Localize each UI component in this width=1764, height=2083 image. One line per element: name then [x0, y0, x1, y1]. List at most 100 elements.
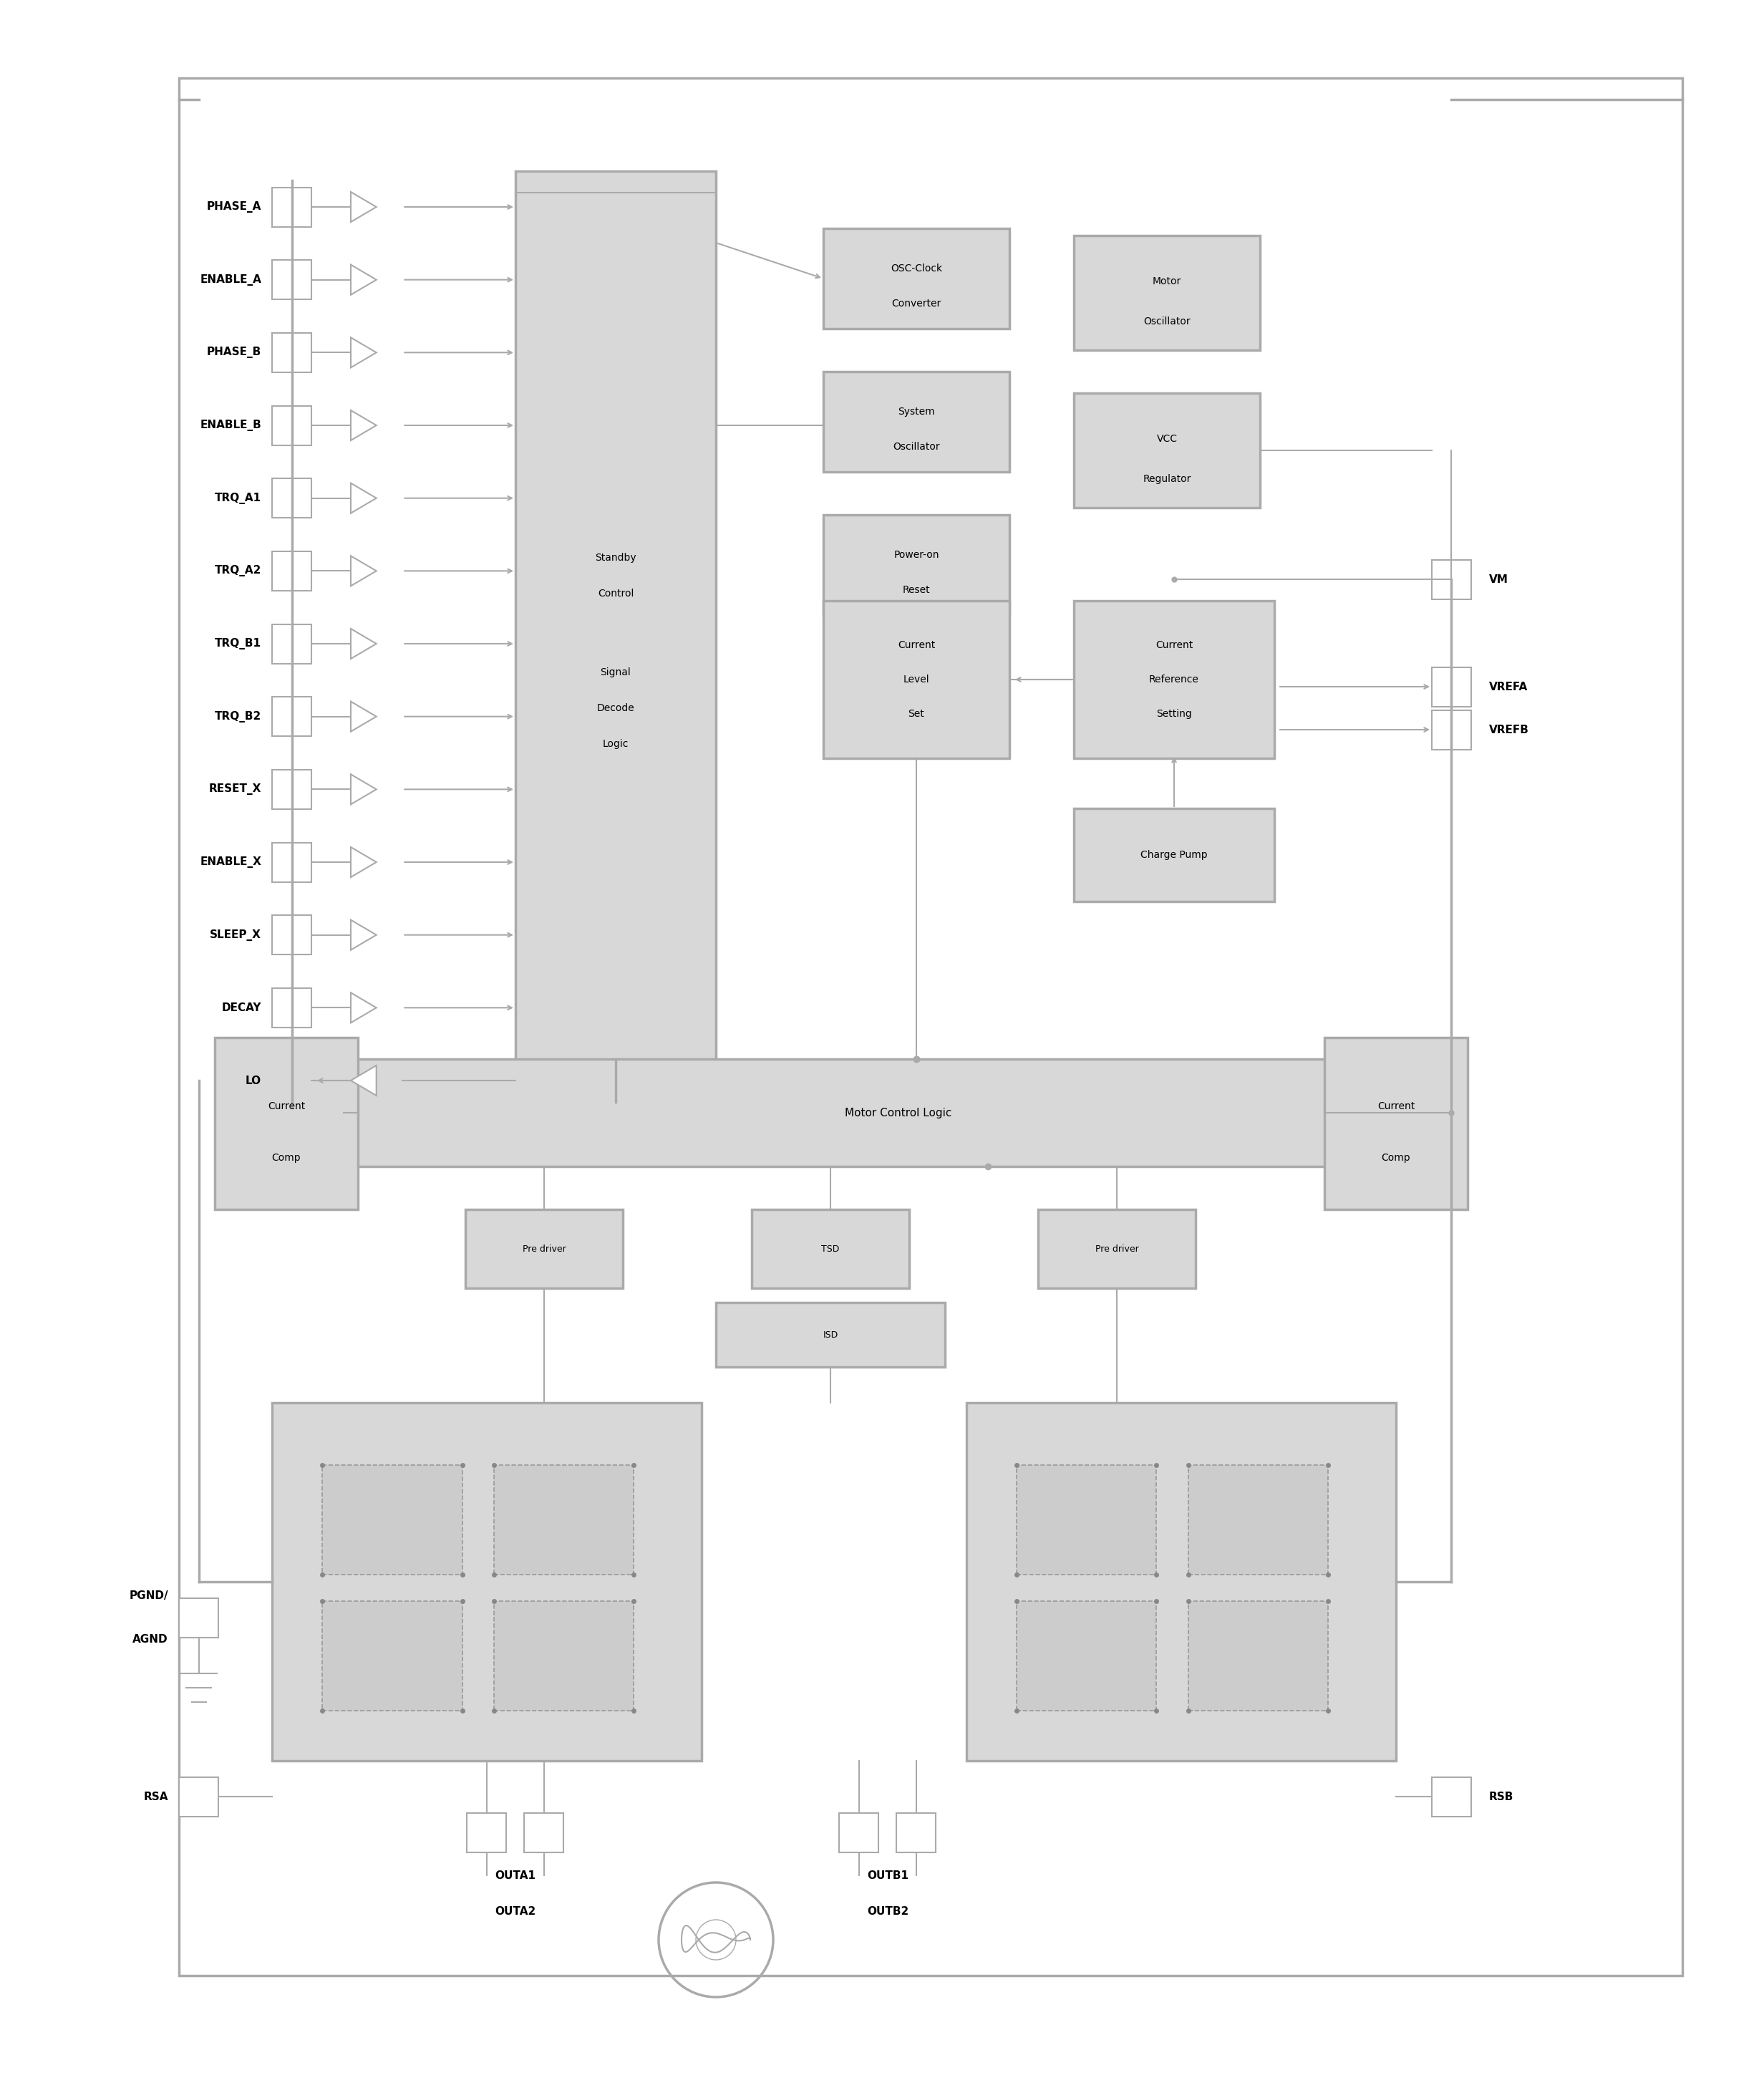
Text: Charge Pump: Charge Pump — [1141, 850, 1208, 860]
Polygon shape — [351, 556, 376, 585]
Text: Comp: Comp — [272, 1152, 302, 1162]
Text: Regulator: Regulator — [1143, 475, 1191, 483]
Text: Comp: Comp — [1381, 1152, 1411, 1162]
Text: Motor Control Logic: Motor Control Logic — [845, 1108, 953, 1119]
Text: Reset: Reset — [903, 585, 930, 596]
FancyBboxPatch shape — [272, 479, 312, 519]
FancyBboxPatch shape — [1074, 808, 1274, 902]
FancyBboxPatch shape — [524, 1812, 564, 1852]
Text: TRQ_B2: TRQ_B2 — [215, 710, 261, 723]
FancyBboxPatch shape — [272, 552, 312, 592]
FancyBboxPatch shape — [1432, 1777, 1471, 1816]
FancyBboxPatch shape — [272, 187, 312, 227]
Text: OUTA2: OUTA2 — [496, 1906, 536, 1916]
FancyBboxPatch shape — [272, 698, 312, 735]
FancyBboxPatch shape — [272, 625, 312, 662]
Text: Current: Current — [1378, 1102, 1415, 1112]
Text: AGND: AGND — [132, 1633, 168, 1643]
FancyBboxPatch shape — [178, 1777, 219, 1816]
FancyBboxPatch shape — [272, 914, 312, 954]
FancyBboxPatch shape — [272, 769, 312, 808]
FancyBboxPatch shape — [467, 1812, 506, 1852]
FancyBboxPatch shape — [840, 1812, 878, 1852]
Text: TRQ_B1: TRQ_B1 — [215, 637, 261, 650]
Text: Current: Current — [1155, 639, 1192, 650]
Polygon shape — [351, 1066, 376, 1096]
Bar — [1016, 1602, 1157, 1710]
Polygon shape — [351, 629, 376, 658]
Text: OUTB2: OUTB2 — [866, 1906, 908, 1916]
Text: ENABLE_B: ENABLE_B — [199, 419, 261, 431]
Text: Motor: Motor — [1152, 277, 1182, 287]
FancyBboxPatch shape — [1432, 710, 1471, 750]
FancyBboxPatch shape — [824, 600, 1009, 758]
FancyBboxPatch shape — [344, 1058, 1454, 1166]
FancyBboxPatch shape — [365, 1077, 374, 1085]
Text: VCC: VCC — [1157, 433, 1177, 444]
FancyBboxPatch shape — [824, 515, 1009, 614]
FancyBboxPatch shape — [355, 858, 363, 867]
FancyBboxPatch shape — [272, 987, 312, 1027]
Text: TRQ_A2: TRQ_A2 — [215, 564, 261, 577]
FancyBboxPatch shape — [355, 1004, 363, 1012]
FancyBboxPatch shape — [355, 785, 363, 794]
FancyBboxPatch shape — [824, 371, 1009, 473]
FancyBboxPatch shape — [967, 1402, 1395, 1760]
Polygon shape — [351, 994, 376, 1023]
Text: VREFB: VREFB — [1489, 725, 1529, 735]
FancyBboxPatch shape — [272, 1060, 312, 1100]
Text: Signal: Signal — [600, 667, 632, 677]
Text: Reference: Reference — [1148, 675, 1200, 685]
FancyBboxPatch shape — [1432, 667, 1471, 706]
FancyBboxPatch shape — [355, 712, 363, 721]
Polygon shape — [351, 483, 376, 512]
Text: OSC-Clock: OSC-Clock — [891, 265, 942, 273]
FancyBboxPatch shape — [272, 1402, 702, 1760]
Polygon shape — [351, 702, 376, 731]
Text: Converter: Converter — [891, 298, 942, 308]
FancyBboxPatch shape — [355, 421, 363, 429]
Text: Setting: Setting — [1155, 708, 1192, 719]
Text: OUTA1: OUTA1 — [496, 1871, 536, 1881]
Text: SLEEP_X: SLEEP_X — [210, 929, 261, 942]
FancyBboxPatch shape — [1037, 1210, 1196, 1287]
FancyBboxPatch shape — [355, 275, 363, 285]
FancyBboxPatch shape — [824, 229, 1009, 329]
FancyBboxPatch shape — [1074, 600, 1274, 758]
Text: ENABLE_A: ENABLE_A — [199, 275, 261, 285]
Text: Power-on: Power-on — [894, 550, 938, 560]
Text: PHASE_B: PHASE_B — [206, 346, 261, 358]
Polygon shape — [351, 337, 376, 367]
Text: Logic: Logic — [603, 739, 628, 750]
Text: TRQ_A1: TRQ_A1 — [215, 492, 261, 504]
Bar — [1189, 1464, 1328, 1575]
Text: Set: Set — [908, 708, 924, 719]
Text: RESET_X: RESET_X — [208, 783, 261, 796]
FancyBboxPatch shape — [466, 1210, 623, 1287]
Text: PHASE_A: PHASE_A — [206, 202, 261, 212]
Bar — [494, 1464, 633, 1575]
FancyBboxPatch shape — [515, 171, 716, 1102]
Text: TSD: TSD — [822, 1244, 840, 1254]
FancyBboxPatch shape — [355, 202, 363, 212]
FancyBboxPatch shape — [355, 567, 363, 575]
FancyBboxPatch shape — [272, 842, 312, 881]
Polygon shape — [351, 848, 376, 877]
Text: RSA: RSA — [143, 1791, 168, 1802]
Bar — [1189, 1602, 1328, 1710]
Bar — [494, 1602, 633, 1710]
Polygon shape — [351, 775, 376, 804]
Text: ENABLE_X: ENABLE_X — [199, 856, 261, 869]
Text: RSB: RSB — [1489, 1791, 1514, 1802]
Bar — [323, 1602, 462, 1710]
Text: VREFA: VREFA — [1489, 681, 1528, 692]
Text: ISD: ISD — [822, 1331, 838, 1339]
Text: Current: Current — [898, 639, 935, 650]
Text: DECAY: DECAY — [222, 1002, 261, 1012]
Text: LO: LO — [245, 1075, 261, 1085]
FancyBboxPatch shape — [272, 333, 312, 373]
FancyBboxPatch shape — [355, 494, 363, 502]
Text: Control: Control — [598, 589, 633, 598]
Text: Oscillator: Oscillator — [893, 442, 940, 452]
FancyBboxPatch shape — [1432, 560, 1471, 600]
